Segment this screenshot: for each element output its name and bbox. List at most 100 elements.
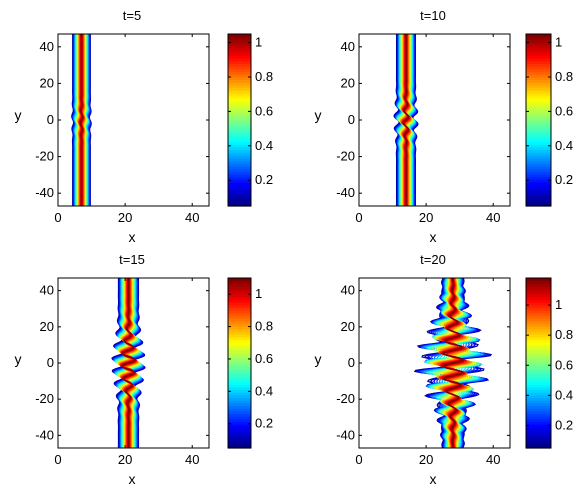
contour-lines: [393, 34, 419, 206]
colorbar-segment: [228, 402, 251, 407]
colorbar-segment: [526, 82, 551, 86]
colorbar-segment: [228, 179, 251, 183]
colorbar-segment: [228, 307, 251, 311]
colorbar-segment: [228, 392, 251, 396]
colorbar-segment: [228, 397, 251, 401]
colorbar-segment: [526, 288, 551, 292]
colorbar-segment: [526, 136, 551, 140]
colorbar-segment: [526, 355, 551, 359]
colorbar-segment: [228, 90, 251, 94]
colorbar-segment: [526, 103, 551, 108]
colorbar-segment: [526, 120, 551, 124]
colorbar-segment: [228, 394, 251, 399]
colorbar-segment: [228, 82, 251, 86]
colorbar-tick-label: 0.2: [255, 172, 273, 187]
colorbar-segment: [526, 163, 551, 167]
colorbar-segment: [526, 195, 551, 199]
colorbar-segment: [526, 171, 551, 175]
colorbar-segment: [228, 120, 251, 124]
colorbar-tick-label: 0.6: [555, 357, 573, 372]
colorbar-segment: [228, 60, 251, 65]
colorbar-segment: [228, 437, 251, 441]
x-tick-label: 0: [355, 452, 362, 467]
contour-line: [429, 278, 457, 448]
colorbar-segment: [526, 79, 551, 83]
colorbar-segment: [526, 165, 551, 169]
colorbar-segment: [228, 152, 251, 156]
colorbar-segment: [526, 184, 551, 188]
colorbar-segment: [228, 373, 251, 377]
colorbar-segment: [228, 95, 251, 100]
colorbar-segment: [228, 39, 251, 43]
panel-title: t=5: [123, 8, 141, 23]
colorbar-segment: [228, 328, 251, 332]
colorbar-tick-label: 0.8: [555, 327, 573, 342]
colorbar-segment: [228, 171, 251, 175]
colorbar-segment: [228, 293, 251, 298]
y-tick-label: 20: [341, 319, 355, 334]
colorbar-segment: [228, 339, 251, 343]
colorbar-segment: [228, 98, 251, 102]
colorbar-segment: [526, 328, 551, 332]
colorbar-segment: [228, 283, 251, 287]
colorbar-segment: [228, 47, 251, 51]
colorbar-segment: [526, 360, 551, 364]
colorbar-segment: [526, 363, 551, 367]
colorbar-segment: [526, 66, 551, 70]
colorbar-segment: [526, 63, 551, 67]
colorbar-segment: [228, 434, 251, 438]
colorbar-segment: [526, 203, 551, 207]
x-axis-label: x: [129, 471, 136, 487]
y-tick-label: -40: [35, 185, 54, 200]
colorbar-segment: [228, 197, 251, 202]
colorbar-segment: [228, 315, 251, 319]
colorbar-segment: [228, 301, 251, 306]
colorbar-segment: [228, 68, 251, 73]
x-tick-label: 0: [54, 210, 61, 225]
colorbar-segment: [228, 416, 251, 420]
colorbar-segment: [526, 442, 551, 446]
colorbar-segment: [228, 34, 251, 38]
colorbar-segment: [526, 317, 551, 322]
panel-title: t=15: [119, 252, 145, 267]
colorbar-segment: [526, 413, 551, 417]
y-axis-label: y: [315, 107, 322, 123]
colorbar-segment: [228, 299, 251, 303]
colorbar-segment: [526, 304, 551, 308]
colorbar-segment: [228, 200, 251, 204]
colorbar-segment: [228, 280, 251, 284]
colorbar-segment: [526, 55, 551, 59]
colorbar-segment: [526, 44, 551, 49]
colorbar-tick-label: 0.8: [255, 319, 273, 334]
colorbar-tick-label: 0.6: [255, 351, 273, 366]
colorbar-segment: [526, 157, 551, 161]
contour-line: [449, 278, 477, 448]
colorbar-segment: [526, 325, 551, 330]
y-axis-label: y: [15, 107, 22, 123]
colorbar-tick-label: 0.4: [255, 383, 273, 398]
colorbar-segment: [228, 296, 251, 300]
colorbar-segment: [526, 34, 551, 38]
contour-plot: 0 20 40 -40 -20 0 20 40 0.2 0.4 0.6 0.8 1: [35, 277, 273, 467]
x-tick-label: 40: [486, 452, 500, 467]
colorbar-segment: [228, 103, 251, 108]
colorbar-segment: [526, 87, 551, 92]
x-tick-label: 40: [486, 210, 500, 225]
colorbar-segment: [228, 418, 251, 423]
colorbar-segment: [228, 285, 251, 290]
colorbar-segment: [526, 128, 551, 132]
colorbar-segment: [526, 52, 551, 57]
colorbar-segment: [228, 426, 251, 431]
colorbar-segment: [228, 442, 251, 446]
colorbar-segment: [526, 416, 551, 420]
colorbar-segment: [228, 341, 251, 346]
colorbar-segment: [526, 309, 551, 314]
colorbar-segment: [228, 173, 251, 178]
contour-line: [442, 278, 464, 448]
colorbar-segment: [526, 376, 551, 380]
colorbar-segment: [228, 136, 251, 140]
colorbar-segment: [228, 445, 251, 449]
colorbar-segment: [228, 384, 251, 388]
contour-line: [121, 278, 136, 448]
contour-plot: 0 20 40 -40 -20 0 20 40 0.2 0.4 0.6 0.8 1: [35, 33, 273, 225]
